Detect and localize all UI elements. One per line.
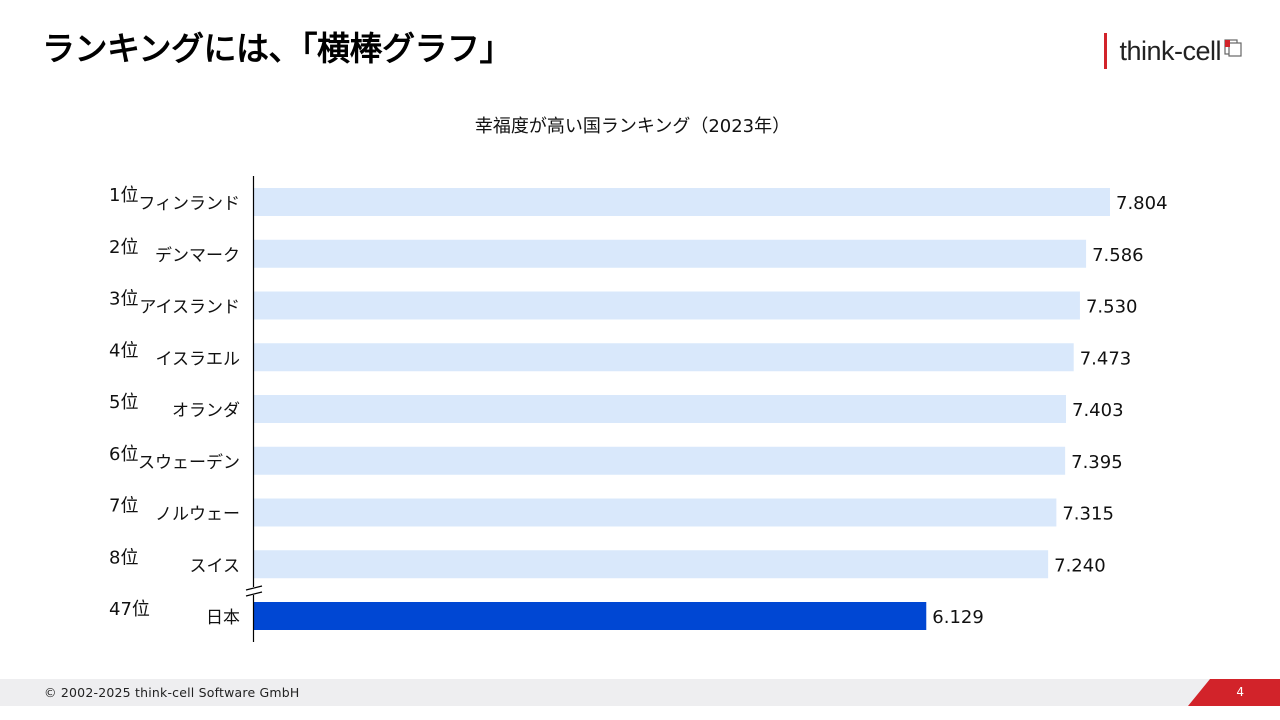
- rank-label: 7位: [109, 496, 138, 517]
- category-label: イスラエル: [156, 349, 241, 369]
- slide-title: ランキングには、「横棒グラフ」: [42, 29, 513, 68]
- chart-title: 幸福度が高い国ランキング（2023年）: [474, 116, 791, 137]
- value-label: 6.129: [932, 607, 984, 628]
- bar-9: [254, 602, 927, 630]
- category-label: デンマーク: [155, 245, 240, 266]
- rank-label: 4位: [109, 340, 138, 361]
- rank-label: 1位: [109, 185, 138, 206]
- rank-label: 8位: [109, 547, 138, 568]
- copyright-text: © 2002-2025 think-cell Software GmbH: [44, 685, 300, 700]
- footer-bar: © 2002-2025 think-cell Software GmbH 4: [0, 679, 1280, 706]
- value-label: 7.530: [1086, 297, 1138, 318]
- rank-label: 6位: [109, 444, 138, 465]
- value-label: 7.395: [1071, 452, 1123, 473]
- category-label: 日本: [206, 608, 240, 628]
- bar-6: [254, 446, 1066, 475]
- value-label: 7.315: [1062, 504, 1114, 525]
- category-label: スウェーデン: [138, 452, 240, 473]
- category-label: アイスランド: [139, 298, 240, 318]
- axis-break-mark: [245, 585, 263, 591]
- value-label: 7.586: [1092, 245, 1144, 266]
- value-label: 7.240: [1054, 555, 1106, 576]
- category-label: ノルウェー: [155, 505, 240, 525]
- bar-2: [254, 239, 1087, 268]
- value-label: 7.403: [1072, 400, 1124, 421]
- value-label: 7.804: [1116, 193, 1168, 214]
- bar-4: [254, 343, 1074, 372]
- rank-label: 47位: [109, 599, 150, 620]
- page-number: 4: [1236, 685, 1244, 699]
- logo-text: think-cell: [1119, 35, 1221, 66]
- page-number-tab: [1188, 679, 1280, 706]
- bar-8: [254, 550, 1049, 579]
- category-label: フィンランド: [138, 194, 240, 214]
- category-label: オランダ: [172, 401, 240, 421]
- rank-label: 2位: [109, 237, 138, 258]
- bar-1: [254, 188, 1110, 216]
- think-cell-logo: think-cell: [1104, 32, 1242, 70]
- bar-5: [254, 395, 1067, 423]
- rank-label: 3位: [109, 289, 138, 310]
- value-label: 7.473: [1080, 348, 1132, 369]
- logo-accent-bar: [1104, 33, 1108, 69]
- logo-document-icon: [1224, 39, 1242, 57]
- bar-3: [254, 291, 1080, 320]
- rank-label: 5位: [109, 392, 138, 413]
- bar-7: [254, 498, 1057, 527]
- category-label: スイス: [190, 556, 241, 576]
- axis-break-mark: [245, 591, 263, 597]
